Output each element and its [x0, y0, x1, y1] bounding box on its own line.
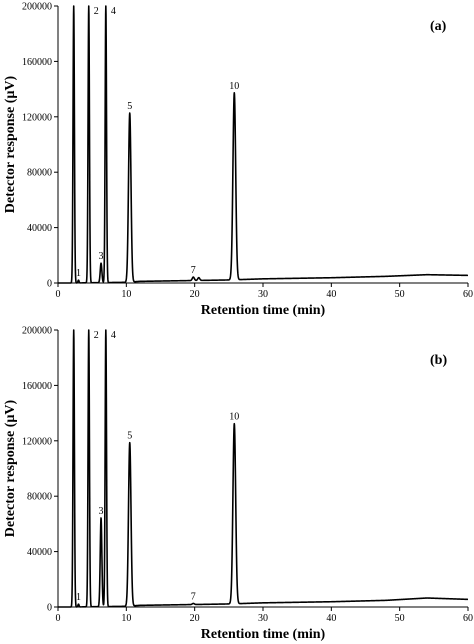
- y-tick-label: 0: [47, 279, 52, 290]
- x-tick-label: 30: [258, 613, 268, 624]
- panel-label: (b): [430, 353, 447, 368]
- y-tick-label: 120000: [22, 436, 52, 447]
- peak-label: 10: [229, 81, 239, 92]
- x-tick-label: 40: [326, 289, 336, 300]
- y-tick-label: 40000: [27, 223, 52, 234]
- y-tick-label: 120000: [22, 112, 52, 123]
- y-axis-title: Detector response (µV): [3, 75, 18, 213]
- x-tick-label: 0: [56, 613, 61, 624]
- chart-panel-b: 0 10 20 30 40 50 60 0 40000 80000 120000 160000 2000…: [3, 326, 473, 643]
- x-tick-label: 0: [56, 289, 61, 300]
- chart-panel-a: 0 10 20 30 40 50 60 0 40000 80000 120000 160000 2000…: [3, 2, 473, 319]
- x-tick-label: 50: [395, 613, 405, 624]
- y-tick-label: 200000: [22, 2, 52, 13]
- peak-label: 5: [127, 431, 132, 442]
- x-tick-label: 40: [326, 613, 336, 624]
- y-tick-label: 0: [47, 603, 52, 614]
- y-tick-label: 200000: [22, 326, 52, 337]
- panel-label: (a): [430, 19, 447, 34]
- peak-label: 4: [111, 330, 116, 341]
- x-tick-label: 10: [121, 613, 131, 624]
- peak-label: 3: [99, 251, 104, 262]
- x-tick-label: 20: [190, 289, 200, 300]
- x-tick-label: 20: [190, 613, 200, 624]
- x-tick-label: 50: [395, 289, 405, 300]
- y-tick-label: 160000: [22, 381, 52, 392]
- peak-label: 7: [191, 591, 196, 602]
- y-axis-title: Detector response (µV): [3, 399, 18, 537]
- y-tick-label: 80000: [27, 492, 52, 503]
- x-tick-label: 30: [258, 289, 268, 300]
- peak-label: 1: [76, 592, 81, 603]
- y-tick-label: 80000: [27, 168, 52, 179]
- peak-label: 4: [111, 6, 116, 17]
- chromatogram-trace: [57, 5, 469, 284]
- x-axis-title: Retention time (min): [201, 303, 326, 318]
- peak-label: 2: [94, 330, 99, 341]
- peak-label: 7: [191, 265, 196, 276]
- x-axis-title: Retention time (min): [201, 627, 326, 642]
- x-tick-label: 10: [121, 289, 131, 300]
- chromatogram-trace: [57, 329, 469, 608]
- x-tick-label: 60: [463, 613, 473, 624]
- peak-label: 10: [229, 412, 239, 423]
- x-tick-label: 60: [463, 289, 473, 300]
- y-tick-label: 160000: [22, 57, 52, 68]
- y-tick-label: 40000: [27, 547, 52, 558]
- peak-label: 5: [127, 101, 132, 112]
- peak-label: 1: [76, 268, 81, 279]
- peak-label: 2: [94, 6, 99, 17]
- peak-label: 3: [99, 506, 104, 517]
